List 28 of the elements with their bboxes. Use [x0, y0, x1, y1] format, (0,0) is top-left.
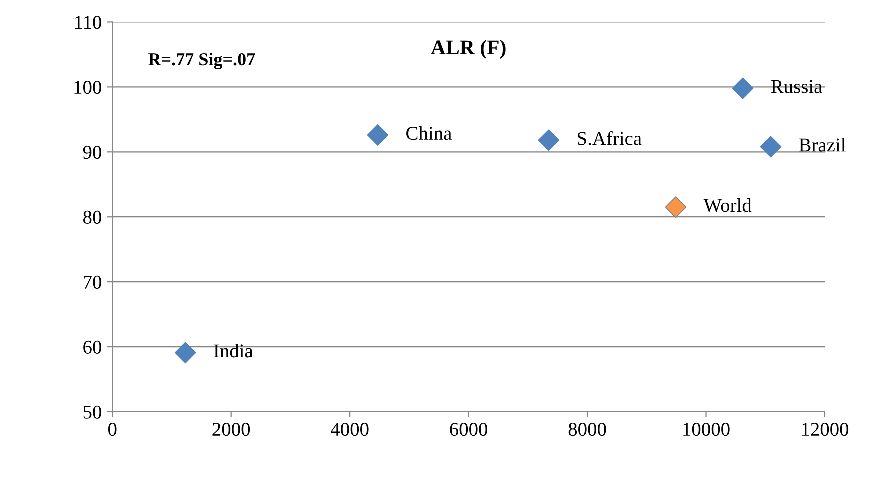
point [538, 130, 560, 152]
y-tick-label: 60 [84, 340, 102, 354]
x-tick-label: 10000 [684, 422, 730, 436]
y-tick-label: 80 [83, 210, 102, 224]
annotation: China [406, 126, 452, 140]
annotation: Russia [771, 80, 822, 94]
y-tick-label: 90 [83, 146, 102, 160]
y-tick-label: 100 [74, 80, 102, 94]
x-tick-label: 8000 [568, 422, 606, 436]
y-tick-label: 70 [84, 276, 102, 290]
annotation: R=.77 Sig=.07 [148, 52, 256, 70]
point [760, 136, 782, 158]
x-tick-label: 6000 [450, 422, 488, 436]
x-tick-label: 12000 [802, 422, 849, 436]
annotation: World [704, 198, 752, 212]
x-tick-label: 4000 [331, 422, 369, 436]
point [174, 342, 196, 364]
x-tick-label: 0 [108, 422, 117, 436]
y-tick-label: 110 [75, 16, 102, 30]
point [665, 196, 687, 218]
point [732, 78, 754, 100]
text: ALR (F) [431, 40, 506, 59]
annotation: India [214, 344, 254, 358]
annotation: S.Africa [578, 131, 642, 146]
x-tick-label: 2000 [212, 422, 250, 436]
annotation: Brazil [799, 138, 846, 152]
point [367, 124, 389, 146]
y-tick-label: 50 [84, 406, 102, 419]
